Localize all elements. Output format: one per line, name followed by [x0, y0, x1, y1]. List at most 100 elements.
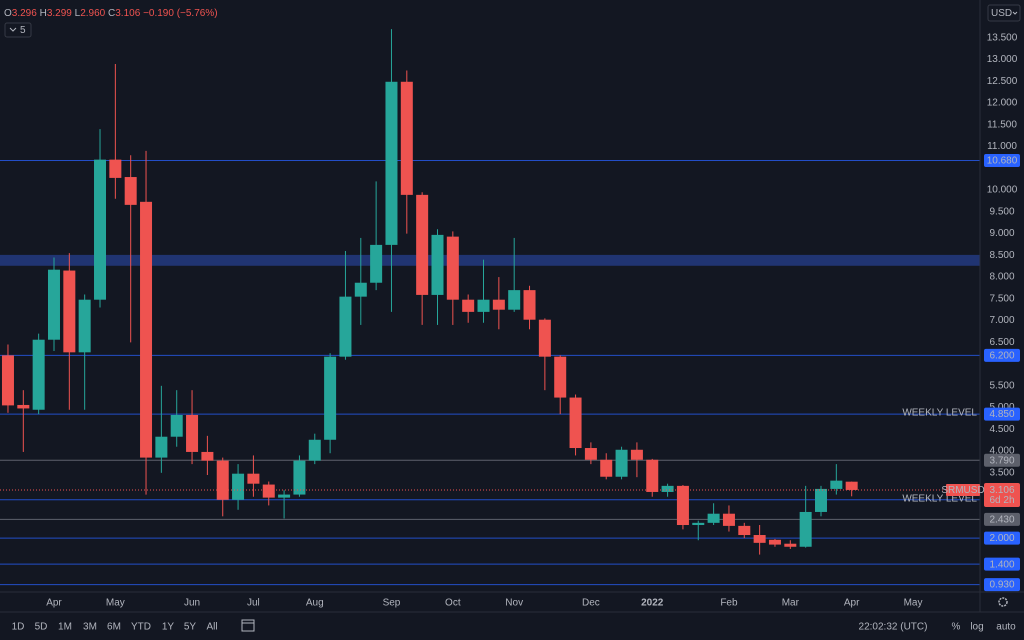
x-tick-label: Jul [247, 598, 260, 609]
candle-body [216, 460, 229, 500]
range-button[interactable]: 1D [12, 622, 25, 633]
candle-body [155, 436, 168, 458]
x-tick-label: May [904, 598, 923, 609]
y-tick-label: 5.500 [989, 380, 1014, 391]
x-tick-label: Feb [720, 598, 738, 609]
candle-body [661, 485, 674, 492]
candle-body [339, 296, 352, 357]
legend-key: L [75, 8, 81, 19]
symbol-label: SRMUSD [941, 485, 984, 496]
candle-body [768, 539, 781, 545]
level-label: 1.400 [989, 559, 1014, 570]
level-annotation: WEEKLY LEVEL [902, 493, 977, 504]
candle-body [830, 480, 843, 489]
x-tick-label: May [106, 598, 125, 609]
candle-body [354, 282, 367, 297]
indicator-count: 5 [20, 25, 26, 36]
indicators-toggle[interactable]: 5 [4, 22, 32, 38]
plot-area: WEEKLY LEVEL WEEKLY LEVEL [0, 29, 980, 586]
candle-body [17, 404, 30, 409]
candle-body [201, 451, 214, 461]
level-label: 2.430 [989, 514, 1014, 525]
countdown-label: 6d 2h [989, 495, 1014, 506]
candle-body [324, 356, 337, 440]
candle-body [646, 459, 659, 492]
range-button[interactable]: 1Y [162, 622, 175, 633]
legend-key: C [108, 8, 115, 19]
price-axis: 3.5004.0004.5005.0005.5006.5007.0007.500… [941, 32, 1020, 592]
ohlc-legend: O3.296 H3.299 L2.960 C3.106 −0.190 (−5.7… [4, 8, 218, 19]
candle-body [308, 439, 321, 461]
candle-body [753, 535, 766, 543]
candle-body [446, 236, 459, 300]
legend-value: 3.299 [47, 8, 72, 19]
legend-change: −0.190 (−5.76%) [143, 8, 218, 19]
x-tick-label: Mar [782, 598, 800, 609]
candle-body [615, 449, 628, 477]
x-tick-label: Sep [383, 598, 401, 609]
candle-body [232, 473, 245, 500]
y-tick-label: 8.000 [989, 272, 1014, 283]
y-tick-label: 3.500 [989, 467, 1014, 478]
range-button[interactable]: 5Y [184, 622, 197, 633]
legend-key: H [40, 8, 47, 19]
x-tick-label: 2022 [641, 598, 664, 609]
candle-body [692, 522, 705, 526]
candle-body [492, 299, 505, 310]
candle-body [63, 270, 76, 353]
level-label: 2.000 [989, 533, 1014, 544]
candle-body [814, 488, 827, 512]
y-tick-label: 11.000 [987, 141, 1017, 152]
candle-body [584, 448, 597, 460]
level-label-box [984, 531, 1020, 545]
range-button[interactable]: YTD [131, 622, 151, 633]
last-price-box [984, 482, 1020, 507]
toolbar: 1D 5D 1M 3M 6M YTD 1Y 5Y All 22:02:32 (UTC)% log au… [12, 622, 1017, 633]
y-tick-label: 11.500 [987, 119, 1017, 130]
candle-body [78, 299, 91, 353]
x-tick-label: Apr [844, 598, 860, 609]
level-label: 3.790 [989, 455, 1014, 466]
percent-toggle[interactable]: % [952, 622, 961, 633]
level-label-box [984, 557, 1020, 571]
level-label: 4.850 [989, 409, 1014, 420]
y-tick-label: 13.000 [987, 54, 1018, 65]
candle-body [508, 290, 521, 310]
settings-button[interactable] [998, 597, 1008, 607]
range-button[interactable]: All [206, 622, 217, 633]
level-label: 10.680 [987, 156, 1018, 167]
x-tick-label: Dec [582, 598, 600, 609]
x-tick-label: Nov [505, 598, 523, 609]
legend-key: O [4, 8, 12, 19]
candle-body [676, 485, 689, 526]
currency-select[interactable]: USD [987, 4, 1021, 22]
range-button[interactable]: 6M [107, 622, 121, 633]
legend-value: 3.296 [12, 8, 37, 19]
x-tick-label: Apr [46, 598, 62, 609]
y-tick-label: 8.500 [989, 250, 1014, 261]
log-toggle[interactable]: log [970, 622, 983, 633]
candle-body [109, 159, 122, 178]
date-range-button[interactable] [241, 619, 255, 632]
y-tick-label: 4.000 [989, 446, 1014, 457]
level-label-box [984, 578, 1020, 592]
zone [0, 254, 980, 266]
auto-toggle[interactable]: auto [996, 622, 1016, 633]
candle-body [462, 299, 475, 312]
candle-body [1, 355, 14, 406]
y-tick-label: 13.500 [987, 32, 1018, 43]
candle-body [416, 194, 429, 295]
candle-body [278, 494, 291, 498]
candle-body [784, 543, 797, 547]
y-tick-label: 10.000 [987, 185, 1018, 196]
candle-body [707, 513, 720, 523]
y-tick-label: 4.500 [989, 424, 1014, 435]
candle-body [262, 484, 275, 498]
range-button[interactable]: 1M [58, 622, 72, 633]
candle-body [523, 290, 536, 320]
candle-body [47, 269, 60, 340]
range-button[interactable]: 5D [35, 622, 48, 633]
range-button[interactable]: 3M [83, 622, 97, 633]
